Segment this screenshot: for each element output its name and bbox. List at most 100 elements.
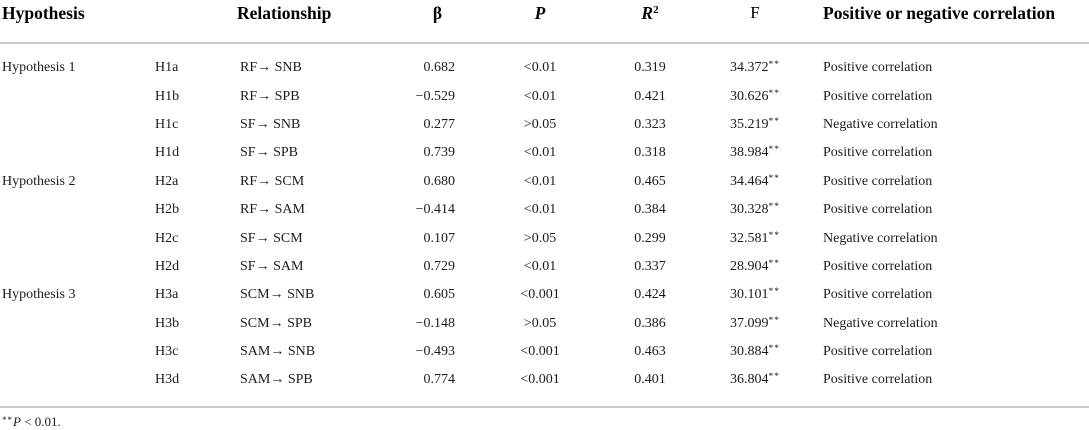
table-row: H2c SF→ SCM 0.107 >0.05 0.299 32.581** N… bbox=[0, 224, 1089, 252]
col-header-spacer bbox=[152, 0, 237, 44]
hypothesis-group-cell bbox=[0, 82, 152, 110]
col-header-f: F bbox=[705, 0, 805, 44]
beta-value-cell: 0.729 bbox=[423, 258, 456, 274]
beta-value-cell: 0.277 bbox=[423, 116, 456, 132]
r-squared-value-cell: 0.421 bbox=[634, 88, 666, 104]
hypothesis-code-cell: H2a bbox=[155, 173, 179, 189]
relationship-cell: RF→ SNB bbox=[240, 60, 302, 76]
correlation-cell: Positive correlation bbox=[823, 88, 933, 104]
relationship-cell: RF→ SAM bbox=[240, 202, 305, 218]
r-squared-value-cell: 0.337 bbox=[634, 258, 666, 274]
correlation-cell: Positive correlation bbox=[805, 366, 1089, 408]
correlation-cell: Positive correlation bbox=[823, 202, 933, 218]
f-value-cell: 34.372** bbox=[705, 43, 805, 82]
hypothesis-code-cell: H3d bbox=[152, 366, 237, 408]
table-row: Hypothesis 2 H2a RF→ SCM 0.680 <0.01 0.4… bbox=[0, 168, 1089, 196]
p-value-cell: <0.01 bbox=[523, 258, 557, 274]
relationship-cell: RF→ SPB bbox=[240, 88, 300, 104]
p-value-cell: <0.01 bbox=[523, 173, 557, 189]
r-squared-value-cell: 0.386 bbox=[634, 315, 666, 331]
hypothesis-code-cell: H1a bbox=[155, 60, 179, 76]
col-header-relationship: Relationship bbox=[237, 0, 390, 44]
correlation-cell: Positive correlation bbox=[823, 145, 933, 161]
f-significance-marker: ** bbox=[768, 230, 780, 241]
relationship-cell: SF→ SPB bbox=[240, 145, 298, 161]
f-value-cell: 30.101** bbox=[705, 281, 805, 309]
f-significance-marker: ** bbox=[768, 60, 780, 71]
table-row: H3c SAM→ SNB −0.493 <0.001 0.463 30.884*… bbox=[0, 338, 1089, 366]
correlation-cell: Positive correlation bbox=[823, 173, 933, 189]
beta-value-cell: 0.682 bbox=[423, 60, 456, 76]
f-value-cell: 37.099** bbox=[705, 310, 805, 338]
table-row: H1b RF→ SPB −0.529 <0.01 0.421 30.626** … bbox=[0, 82, 1089, 110]
correlation-cell: Negative correlation bbox=[823, 315, 938, 331]
hypothesis-code-cell: H1b bbox=[155, 88, 180, 104]
f-significance-marker: ** bbox=[768, 315, 780, 326]
f-value: 28.904 bbox=[730, 258, 769, 274]
table-row: Hypothesis 3 H3a SCM→ SNB 0.605 <0.001 0… bbox=[0, 281, 1089, 309]
hypothesis-code-cell: H2d bbox=[155, 258, 180, 274]
f-value: 30.328 bbox=[730, 202, 769, 218]
hypothesis-code-cell: H3a bbox=[155, 287, 179, 303]
col-header-correlation: Positive or negative correlation bbox=[805, 0, 1089, 44]
f-value: 35.219 bbox=[730, 116, 769, 132]
r-squared-value-cell: 0.384 bbox=[634, 202, 666, 218]
hypothesis-group-cell: Hypothesis 3 bbox=[2, 287, 76, 303]
r-squared-value-cell: 0.401 bbox=[595, 366, 705, 408]
f-value-cell: 30.328** bbox=[705, 196, 805, 224]
relationship-cell: SAM→ SNB bbox=[240, 344, 316, 360]
f-value: 37.099 bbox=[730, 315, 769, 331]
f-value: 32.581 bbox=[730, 230, 769, 246]
f-value-cell: 32.581** bbox=[705, 224, 805, 252]
f-significance-marker: ** bbox=[768, 344, 780, 355]
f-significance-marker: ** bbox=[768, 258, 780, 269]
hypothesis-code-cell: H1c bbox=[155, 116, 179, 132]
f-value: 34.464 bbox=[730, 173, 769, 189]
hypothesis-code-cell: H2c bbox=[155, 230, 179, 246]
table-row: H3d SAM→ SPB 0.774 <0.001 0.401 36.804**… bbox=[0, 366, 1089, 408]
f-significance-marker: ** bbox=[768, 145, 780, 156]
table-row: H2b RF→ SAM −0.414 <0.01 0.384 30.328** … bbox=[0, 196, 1089, 224]
correlation-cell: Positive correlation bbox=[823, 258, 933, 274]
beta-value-cell: −0.148 bbox=[415, 315, 455, 331]
hypothesis-code-cell: H3b bbox=[155, 315, 180, 331]
p-value-cell: <0.01 bbox=[523, 145, 557, 161]
r-squared-value-cell: 0.463 bbox=[634, 344, 666, 360]
p-value-cell: <0.01 bbox=[523, 202, 557, 218]
hypothesis-group-cell bbox=[0, 253, 152, 281]
hypothesis-group-cell bbox=[0, 139, 152, 167]
col-header-hypothesis: Hypothesis bbox=[0, 0, 152, 44]
relationship-cell: SCM→ SNB bbox=[240, 287, 315, 303]
beta-value-cell: −0.493 bbox=[415, 344, 455, 360]
r-squared-value-cell: 0.323 bbox=[634, 116, 666, 132]
f-value: 34.372 bbox=[730, 60, 769, 76]
table-footnote: **P < 0.01. bbox=[2, 414, 1089, 430]
p-value-cell: <0.01 bbox=[523, 88, 557, 104]
relationship-cell: SF→ SCM bbox=[240, 230, 303, 246]
p-value-cell: >0.05 bbox=[523, 230, 557, 246]
hypothesis-group-cell bbox=[0, 310, 152, 338]
hypothesis-results-table: Hypothesis Relationship β P R2 F Positiv… bbox=[0, 0, 1089, 408]
correlation-cell: Positive correlation bbox=[823, 344, 933, 360]
p-value-cell: <0.001 bbox=[520, 344, 560, 360]
table-header-row: Hypothesis Relationship β P R2 F Positiv… bbox=[0, 0, 1089, 44]
f-value-cell: 35.219** bbox=[705, 111, 805, 139]
r-squared-value-cell: 0.424 bbox=[634, 287, 666, 303]
beta-value-cell: −0.529 bbox=[415, 88, 455, 104]
p-value-cell: <0.01 bbox=[523, 60, 557, 76]
p-value-cell: >0.05 bbox=[523, 315, 557, 331]
hypothesis-group-cell bbox=[0, 338, 152, 366]
r-squared-value-cell: 0.318 bbox=[634, 145, 666, 161]
p-value-cell: <0.001 bbox=[485, 366, 595, 408]
r-squared-value-cell: 0.319 bbox=[634, 60, 666, 76]
p-value-cell: <0.001 bbox=[520, 287, 560, 303]
relationship-cell: SF→ SAM bbox=[240, 258, 304, 274]
f-value: 30.626 bbox=[730, 88, 769, 104]
f-value-cell: 28.904** bbox=[705, 253, 805, 281]
hypothesis-code-cell: H1d bbox=[155, 145, 180, 161]
r-squared-exponent: 2 bbox=[653, 4, 659, 16]
beta-value-cell: 0.107 bbox=[423, 230, 456, 246]
f-value-cell: 34.464** bbox=[705, 168, 805, 196]
f-significance-marker: ** bbox=[768, 202, 780, 213]
relationship-cell: SAM→ SPB bbox=[237, 366, 390, 408]
